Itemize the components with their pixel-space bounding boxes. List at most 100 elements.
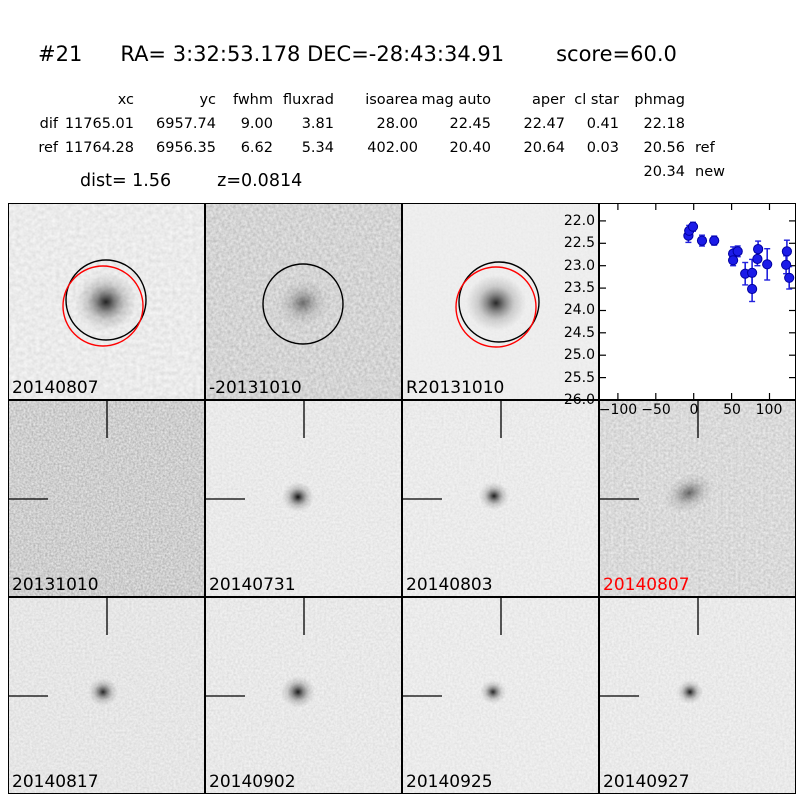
aperture-circle [458, 261, 540, 343]
table-cell: 28.00 [376, 116, 418, 132]
stamp-date-label: 20140807 [603, 575, 690, 595]
table-cell [565, 160, 619, 184]
table-cell [334, 160, 418, 184]
source-blob [282, 482, 314, 512]
source-blob [277, 279, 329, 327]
source-blob [88, 678, 118, 706]
stamp-20140803-image [402, 400, 599, 597]
candidate-coordinates: RA= 3:32:53.178 DEC=-28:43:34.91 [120, 42, 505, 66]
stamp-date-label: 20140927 [603, 772, 690, 792]
stamp-20140731-image [205, 400, 402, 597]
x-axis-tick-label: 0 [689, 402, 699, 418]
stamp-date-label: 20140731 [209, 575, 296, 595]
table-cell: 20.56 [643, 140, 685, 156]
stamp-20140927-image [599, 597, 796, 794]
stamp-20140817: 20140817 [8, 597, 205, 794]
table-cell: 6.62 [240, 140, 273, 156]
stamp-20140807: 20140807 [599, 400, 796, 597]
table-cell: 9.00 [240, 116, 273, 132]
y-axis-tick-label: 22.5 [563, 235, 595, 251]
lightcurve-point [709, 235, 720, 246]
stamp-grid: 20140807 -20131010 R20131010 22.0 22.5 23.0 23… [8, 203, 796, 794]
column-header: fwhm [232, 92, 273, 108]
lightcurve-point [687, 221, 699, 232]
table-row: 20.34 new [0, 160, 731, 184]
table-cell: 22.18 [643, 116, 685, 132]
row-label: ref [38, 140, 58, 156]
table-row: ref 11764.28 6956.35 6.62 5.34 402.00 20.40 20.… [0, 136, 731, 160]
column-header: mag auto [421, 92, 491, 108]
lightcurve-svg [599, 203, 796, 400]
source-blob [677, 680, 703, 704]
source-blob [466, 275, 526, 331]
lightcurve-point [781, 246, 792, 257]
column-header [0, 88, 58, 112]
stamp-date-label: 20140817 [12, 772, 99, 792]
lightcurve-point [784, 272, 795, 283]
y-axis-tick-label: 25.5 [563, 370, 595, 386]
x-axis-tick-label: 100 [755, 402, 783, 418]
stamp-20131010-image [8, 400, 205, 597]
stamp-20140925-image [402, 597, 599, 794]
source-blob [479, 482, 509, 510]
table-cell: 11765.01 [64, 116, 134, 132]
stamp-20140902: 20140902 [205, 597, 402, 794]
y-axis-tick-label: 22.0 [563, 213, 595, 229]
table-cell [418, 160, 491, 184]
dist-value: dist= 1.56 [80, 171, 172, 191]
stamp-ref-R20131010: R20131010 [402, 203, 599, 400]
table-row: dif 11765.01 6957.74 9.00 3.81 28.00 22.45 22.4… [0, 112, 731, 136]
table-cell: 6957.74 [156, 116, 216, 132]
aperture-circle [62, 265, 144, 347]
stamp-20140817-image [8, 597, 205, 794]
lightcurve-point [762, 259, 773, 270]
aperture-circle [455, 266, 537, 348]
source-blob [281, 676, 315, 708]
source-blob [480, 680, 506, 704]
stamp-20140731: 20140731 [205, 400, 402, 597]
lightcurve-point [732, 246, 743, 257]
stamp-diff-20140807: 20140807 [8, 203, 205, 400]
page-title: #21 RA= 3:32:53.178 DEC=-28:43:34.91 score… [38, 42, 677, 66]
stamp-20140803: 20140803 [402, 400, 599, 597]
column-header: aper [532, 92, 565, 108]
stamp-diff-20140807-image [8, 203, 205, 400]
table-cell: 5.34 [301, 140, 334, 156]
lightcurve-point [781, 259, 792, 270]
column-header: isoarea [365, 92, 418, 108]
y-axis-tick-label: 23.0 [563, 258, 595, 274]
table-cell [685, 112, 731, 136]
table-cell: 6956.35 [156, 140, 216, 156]
stamp-20140807-image [599, 400, 796, 597]
lightcurve-point [728, 255, 739, 266]
table-cell: 3.81 [301, 116, 334, 132]
lightcurve-point [747, 267, 758, 278]
y-axis-tick-label: 26.0 [563, 392, 595, 408]
stamp-20131010: 20131010 [8, 400, 205, 597]
stamp-neg-20131010: -20131010 [205, 203, 402, 400]
column-header [685, 88, 731, 112]
x-axis-tick-label: −100 [598, 402, 638, 418]
stamp-ref-R20131010-image [402, 203, 599, 400]
column-header: cl star [574, 92, 619, 108]
column-header: phmag [634, 92, 685, 108]
stamp-neg-20131010-image [205, 203, 402, 400]
table-cell: new [695, 164, 725, 180]
column-header: xc [117, 92, 134, 108]
stamp-date-label: R20131010 [406, 378, 505, 398]
stamp-20140925: 20140925 [402, 597, 599, 794]
stamp-date-label: 20131010 [12, 575, 99, 595]
stamp-date-label: 20140925 [406, 772, 493, 792]
table-cell [491, 160, 565, 184]
table-cell: 22.47 [523, 116, 565, 132]
column-header: yc [199, 92, 216, 108]
candidate-score: score=60.0 [556, 42, 677, 66]
y-axis-tick-label: 24.0 [563, 302, 595, 318]
lightcurve-point [696, 235, 708, 246]
source-blob [664, 473, 714, 513]
table-cell: 20.64 [523, 140, 565, 156]
lightcurve-plot: 22.0 22.5 23.0 23.5 24.0 24.5 25.0 25.5 26.0 −100… [564, 203, 796, 418]
y-axis-tick-label: 23.5 [563, 280, 595, 296]
distance-redshift-line: dist= 1.56 z=0.0814 [80, 171, 302, 191]
aperture-circle [262, 263, 344, 345]
